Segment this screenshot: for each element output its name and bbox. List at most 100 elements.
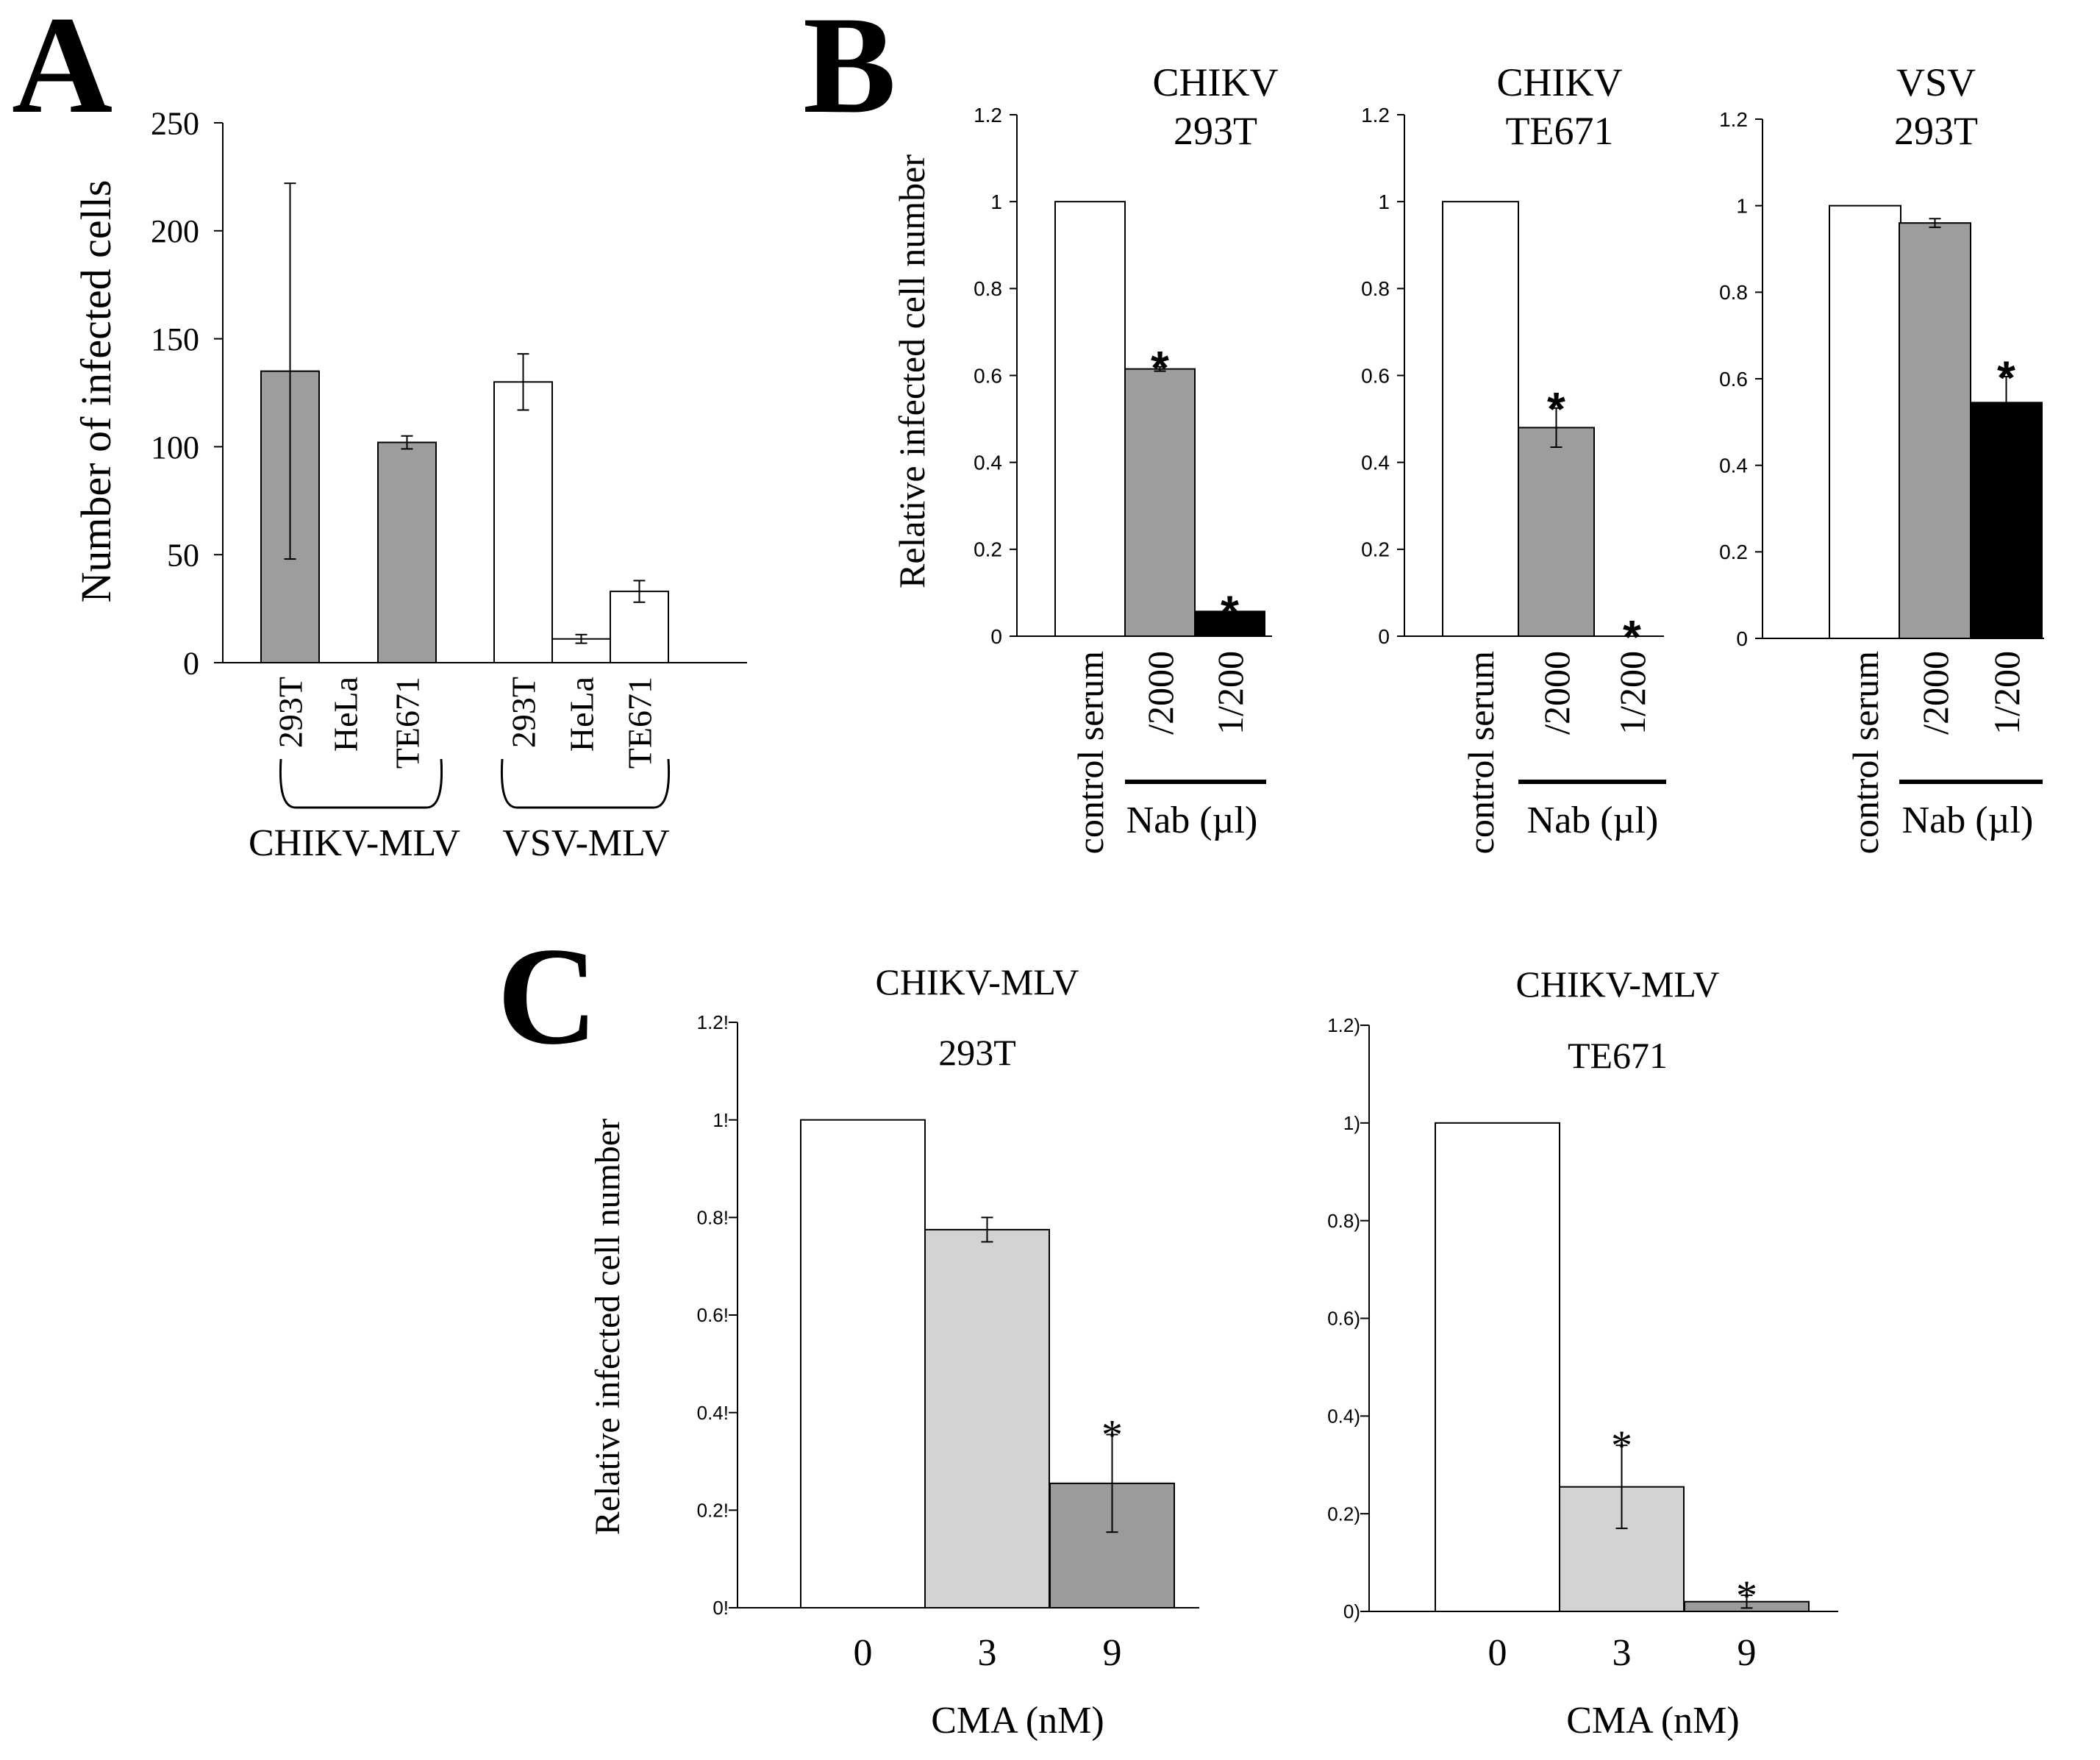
chart-a-group-label-chikv: CHIKV-MLV (249, 822, 460, 864)
group-bracket (500, 758, 671, 809)
y-tick-label: 0.6 (1719, 368, 1748, 391)
bar (924, 1228, 1050, 1608)
category-label: TE671 (389, 677, 426, 769)
y-tick-label: 0.6) (1327, 1308, 1360, 1330)
y-tick-label: 0.8! (697, 1206, 729, 1228)
bar (1899, 222, 1971, 639)
y-tick-label: 0 (1736, 627, 1748, 650)
y-tick-label: 0.4) (1327, 1405, 1360, 1427)
significance-star: * (1997, 351, 2015, 404)
y-tick-label: 1) (1343, 1112, 1360, 1134)
y-tick-label: 0 (990, 625, 1002, 648)
chart-a-group-label-vsv: VSV-MLV (502, 822, 669, 864)
y-tick-label: 1 (1378, 190, 1390, 213)
y-tick-label: 100 (151, 430, 199, 466)
category-label: 1/200 (1612, 651, 1653, 735)
category-label: 3 (978, 1632, 997, 1674)
chart-c1: CHIKV-MLV 293T Relative infected cell nu… (588, 961, 1199, 1742)
panel-label-c: C (497, 919, 598, 1074)
y-tick-label: 150 (151, 321, 199, 357)
category-label: 1/200 (1986, 651, 2027, 735)
significance-star: * (1736, 1572, 1757, 1620)
category-label: 0 (1488, 1632, 1507, 1674)
significance-star: * (1611, 1422, 1632, 1469)
y-tick-label: 0 (1378, 625, 1390, 648)
category-label: 293T (272, 677, 310, 748)
chart-c2: CHIKV-MLV TE671 CMA (nM) 0) 0.2) 0.4) 0.6) 0… (1327, 963, 1838, 1742)
bar (1829, 204, 1901, 639)
chart-c1-xlabel: CMA (nM) (931, 1700, 1104, 1742)
chart-c2-title-line1: CHIKV-MLV (1516, 963, 1720, 1005)
chart-b1-ylabel: Relative infected cell number (891, 154, 932, 588)
bar (493, 381, 553, 663)
y-tick-label: 0.4! (697, 1402, 729, 1424)
category-label: 293T (505, 677, 543, 748)
y-tick-label: 0.6 (974, 364, 1002, 387)
category-label: 9 (1738, 1632, 1757, 1674)
y-tick-label: 0! (712, 1597, 729, 1619)
y-tick-label: 200 (151, 213, 199, 249)
chart-b2: CHIKV TE671 Nab (µl) 0 0.2 0.4 0.6 0.8 1 1.2 co… (1361, 60, 1666, 854)
y-tick-label: 1.2 (1719, 108, 1748, 131)
panel-label-a: A (12, 0, 113, 143)
y-tick-label: 0) (1343, 1600, 1360, 1622)
chart-c1-title-line2: 293T (938, 1032, 1016, 1073)
category-label: /2000 (1140, 651, 1181, 735)
category-label: /2000 (1915, 651, 1956, 735)
chart-c1-title-line1: CHIKV-MLV (876, 961, 1079, 1002)
y-tick-label: 0.8 (1361, 277, 1390, 300)
category-label: control serum (1460, 651, 1501, 854)
chart-a: Number of infected cells CHIKV-MLV VSV-M… (72, 105, 747, 864)
y-tick-label: 0.2 (1361, 538, 1390, 561)
y-tick-label: 50 (167, 538, 199, 574)
y-tick-label: 1 (990, 190, 1002, 213)
category-label: /2000 (1536, 651, 1577, 735)
y-tick-label: 1.2) (1327, 1014, 1360, 1036)
category-label: 9 (1103, 1632, 1122, 1674)
bar (1194, 610, 1265, 638)
significance-star: * (1547, 382, 1565, 435)
y-tick-label: 0.6! (697, 1304, 729, 1326)
y-tick-label: 0.4 (1719, 454, 1748, 477)
significance-star: * (1221, 586, 1239, 639)
y-tick-label: 0.2 (974, 538, 1002, 561)
y-tick-label: 0.6 (1361, 364, 1390, 387)
chart-b1-group-label: Nab (µl) (1126, 799, 1258, 841)
y-tick-label: 0.4 (974, 451, 1002, 474)
chart-b2-title-line2: TE671 (1506, 109, 1614, 153)
bar (1442, 201, 1519, 637)
significance-star: * (1101, 1411, 1123, 1458)
panel-label-b: B (803, 0, 896, 143)
category-label: HeLa (327, 677, 365, 752)
y-tick-label: 0.8 (1719, 281, 1748, 304)
group-bracket (279, 758, 443, 809)
chart-b1-title-line1: CHIKV (1153, 60, 1279, 104)
bar (1435, 1122, 1560, 1613)
y-tick-label: 1 (1736, 194, 1748, 217)
chart-b3-title-line1: VSV (1896, 60, 1976, 104)
y-tick-label: 0.2! (697, 1499, 729, 1521)
category-label: 1/200 (1210, 651, 1251, 735)
category-label: HeLa (563, 677, 601, 752)
y-tick-label: 250 (151, 105, 199, 141)
bar (1124, 368, 1196, 637)
chart-b2-group-label: Nab (µl) (1527, 799, 1659, 841)
significance-star: * (1623, 610, 1641, 663)
chart-a-ylabel: Number of infected cells (72, 180, 120, 603)
chart-b3-title-line2: 293T (1894, 109, 1978, 153)
y-tick-label: 0 (183, 645, 199, 681)
category-label: 3 (1613, 1632, 1632, 1674)
y-tick-label: 0.2 (1719, 541, 1748, 563)
category-label: control serum (1845, 651, 1886, 854)
y-tick-label: 1.2! (697, 1011, 729, 1033)
category-label: 0 (854, 1632, 873, 1674)
chart-c2-xlabel: CMA (nM) (1566, 1700, 1739, 1742)
category-label: control serum (1070, 651, 1111, 854)
chart-b1: CHIKV 293T Relative infected cell number… (891, 60, 1279, 854)
significance-star: * (1151, 341, 1169, 394)
bar (377, 441, 437, 663)
chart-c2-title-line2: TE671 (1568, 1035, 1668, 1076)
chart-c1-ylabel: Relative infected cell number (588, 1119, 627, 1535)
y-tick-label: 1! (712, 1109, 729, 1131)
